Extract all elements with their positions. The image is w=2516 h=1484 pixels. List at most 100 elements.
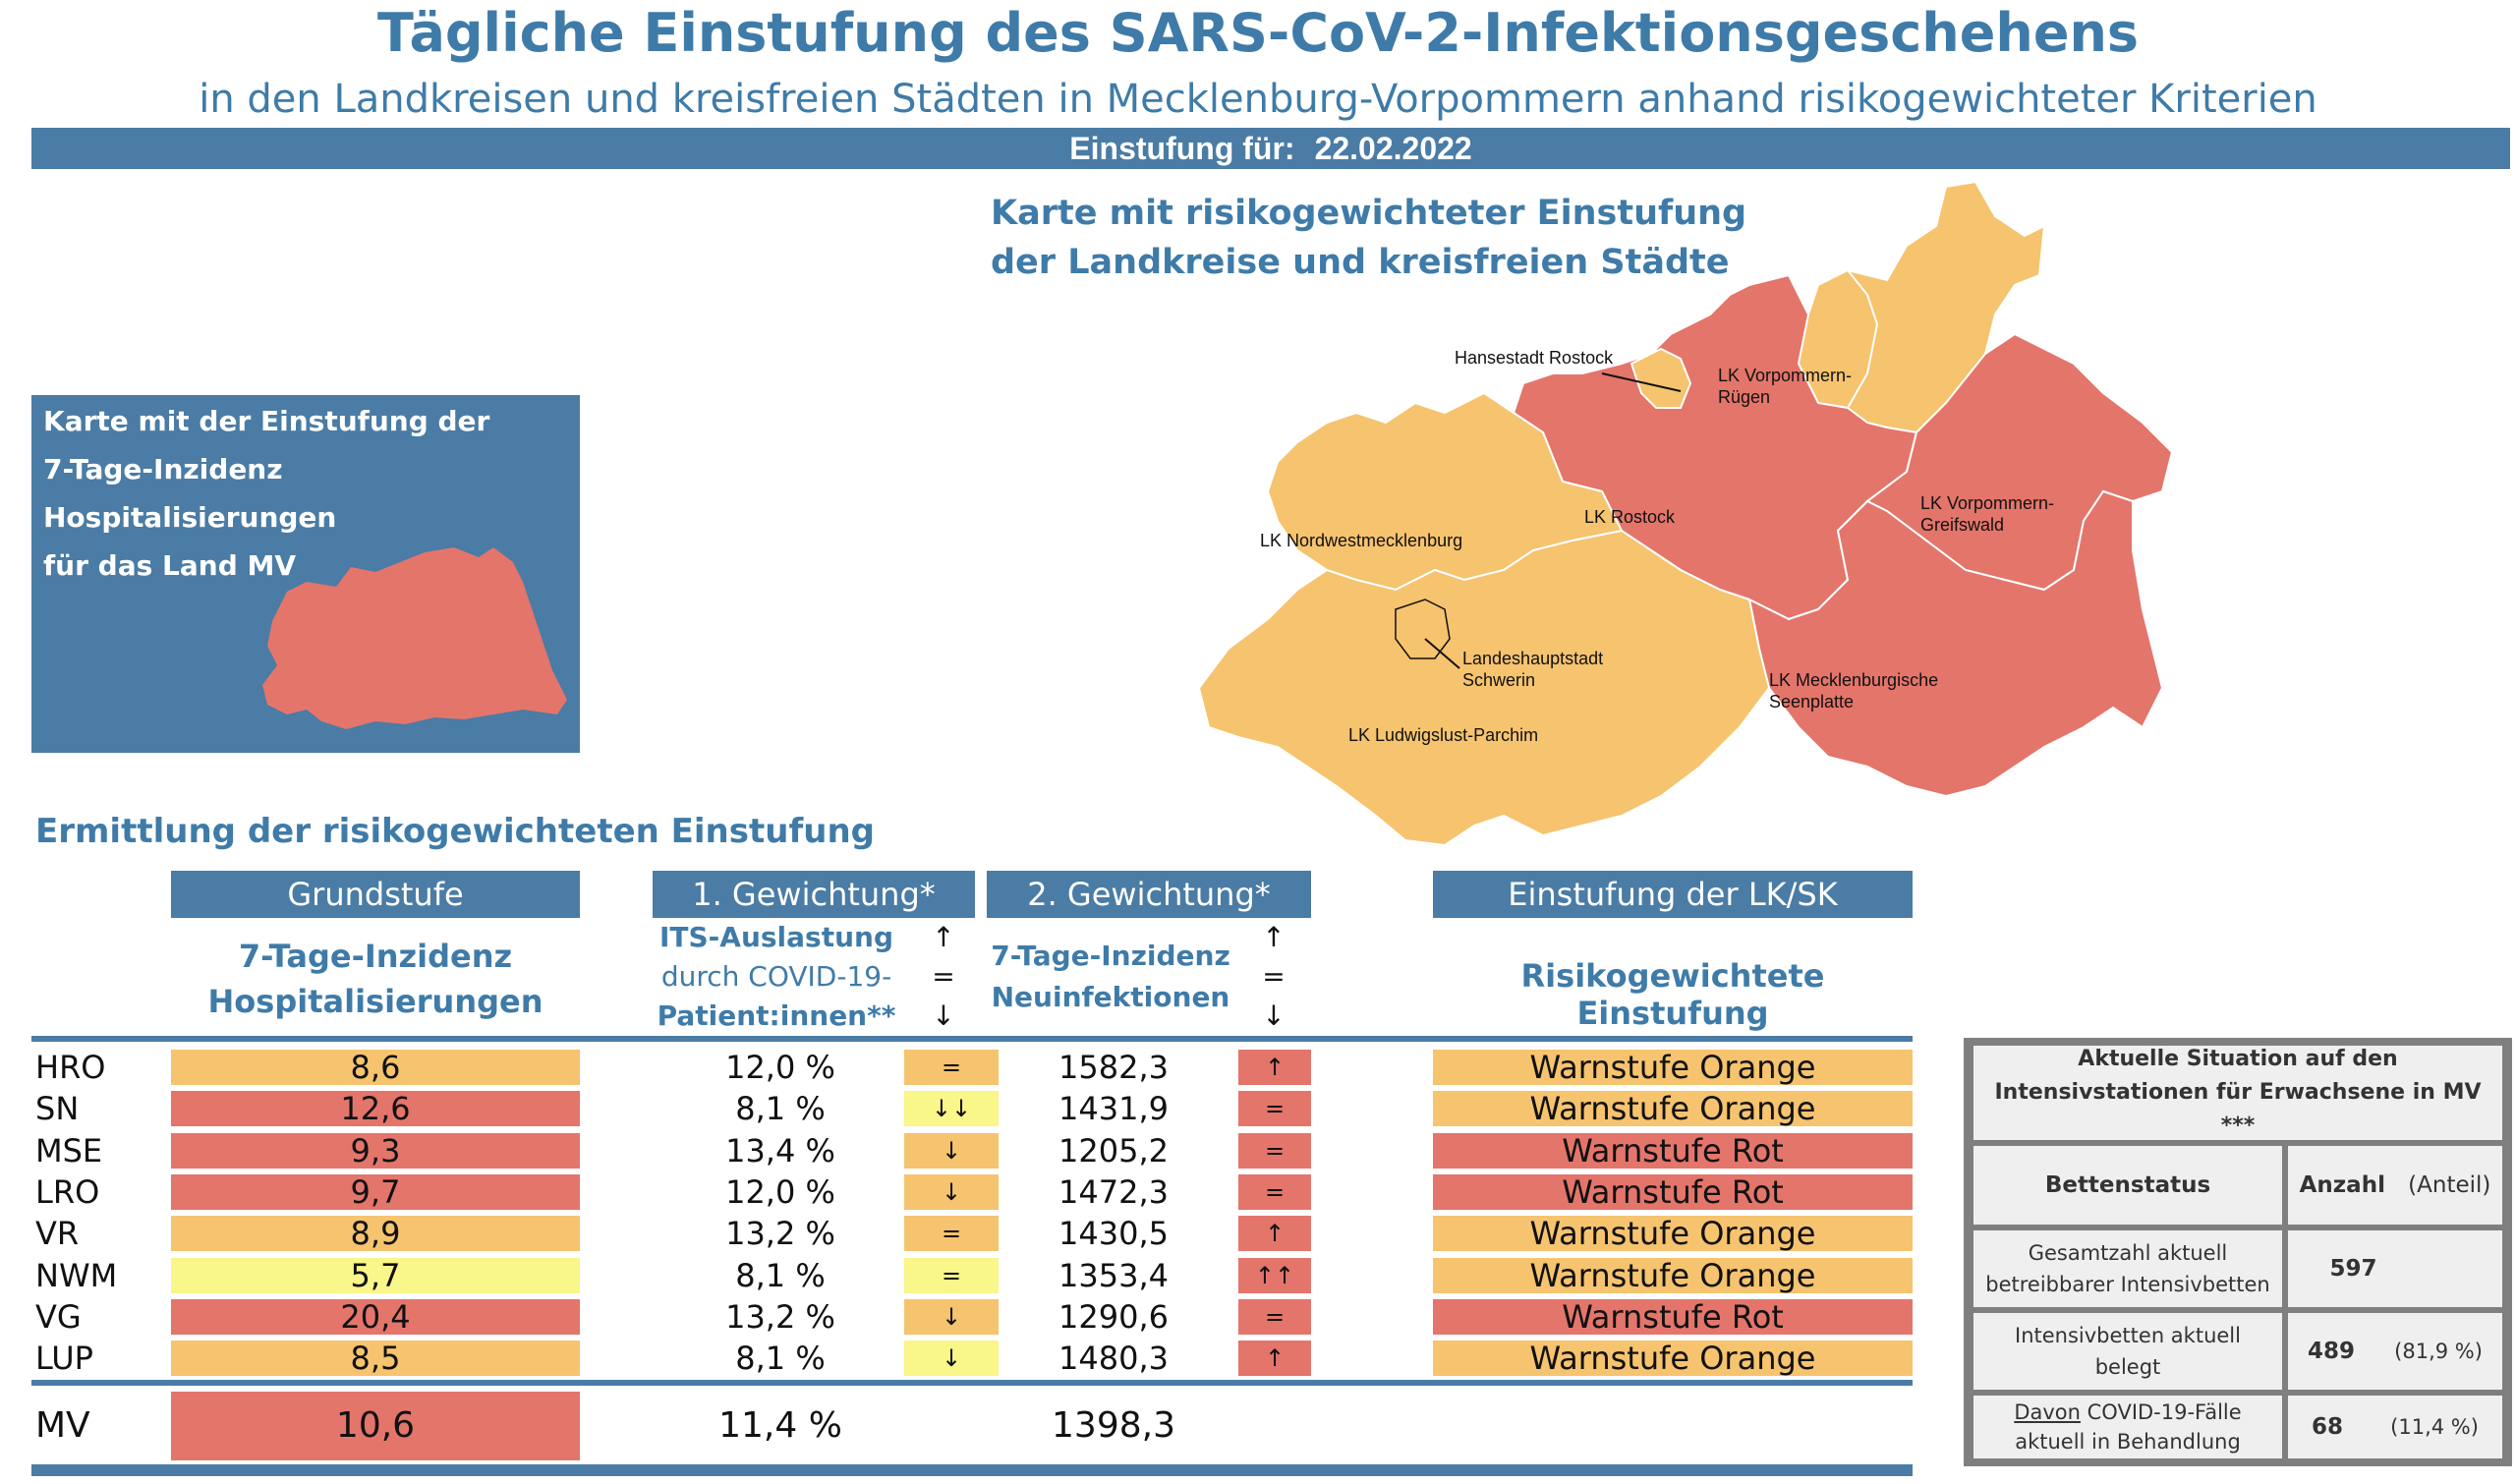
row-id: VG bbox=[35, 1297, 82, 1336]
section-title: Ermittlung der risikogewichteten Einstuf… bbox=[35, 812, 876, 851]
map-title: Karte mit risikogewichteter Einstufung d… bbox=[991, 189, 1746, 287]
icu-r1-values: 597 bbox=[2288, 1230, 2502, 1307]
icu-r2-share: (81,9 %) bbox=[2394, 1340, 2483, 1363]
table-top-rule bbox=[31, 1036, 1913, 1042]
row-its-trend: ↓ bbox=[904, 1173, 999, 1210]
mv-box-line3: für das Land MV bbox=[43, 549, 297, 582]
row-incidence: 20,4 bbox=[171, 1298, 580, 1335]
row-incidence: 9,3 bbox=[171, 1132, 580, 1169]
sn-leader-line bbox=[1424, 638, 1460, 669]
header-grundstufe: Grundstufe bbox=[171, 871, 580, 918]
date-label: Einstufung für: bbox=[1069, 131, 1295, 166]
row-id: MSE bbox=[35, 1131, 103, 1170]
mv-state-map bbox=[262, 547, 567, 729]
label-lup: LK Ludwigslust-Parchim bbox=[1348, 725, 1538, 745]
row-its: 13,2 % bbox=[725, 1215, 835, 1253]
page-title: Tägliche Einstufung des SARS-CoV-2-Infek… bbox=[376, 2, 2140, 64]
label-vg-1: LK Vorpommern- bbox=[1920, 493, 2054, 513]
subheader-grundstufe-line2: Hospitalisierungen bbox=[207, 983, 543, 1020]
hro-leader-line bbox=[1601, 372, 1682, 392]
row-incidence: 8,9 bbox=[171, 1216, 580, 1252]
row-einstufung: Warnstufe Orange bbox=[1433, 1257, 1913, 1293]
icu-r3-label-rest: COVID-19-Fälle aktuell in Behandlung bbox=[2015, 1400, 2242, 1454]
icu-r2-values: 489 (81,9 %) bbox=[2288, 1313, 2502, 1390]
icu-r3-share: (11,4 %) bbox=[2390, 1415, 2479, 1439]
row-new-infections-trend: = bbox=[1238, 1298, 1311, 1335]
subheader-grundstufe-line1: 7-Tage-Inzidenz bbox=[238, 938, 513, 975]
row-its: 12,0 % bbox=[725, 1172, 835, 1211]
icu-r3-label: Davon COVID-19-Fälle aktuell in Behandlu… bbox=[1973, 1396, 2282, 1458]
icu-r1-count: 597 bbox=[2329, 1256, 2377, 1282]
table-row: VR 8,9 13,2 % = 1430,5 ↑ Warnstufe Orange bbox=[0, 1214, 1966, 1253]
row-its: 8,1 % bbox=[735, 1340, 826, 1378]
icu-r2-count: 489 bbox=[2308, 1339, 2356, 1364]
row-einstufung: Warnstufe Orange bbox=[1433, 1091, 1913, 1127]
subheader-gew1-line2: durch COVID-19- bbox=[660, 960, 892, 993]
table-row: NWM 5,7 8,1 % = 1353,4 ↑↑ Warnstufe Orange bbox=[0, 1256, 1966, 1295]
row-its-trend: ↓ bbox=[904, 1341, 999, 1377]
table-row: LRO 9,7 12,0 % ↓ 1472,3 = Warnstufe Rot bbox=[0, 1172, 1966, 1212]
row-its-trend: = bbox=[904, 1216, 999, 1252]
arrow-up-icon: ↑ bbox=[932, 921, 955, 953]
subheader-gewichtung-2: 7-Tage-Inzidenz Neuinfektionen bbox=[983, 936, 1238, 1018]
header-gewichtung-2: 2. Gewichtung* bbox=[987, 871, 1311, 918]
region-lup bbox=[1197, 529, 1771, 847]
row-id: VR bbox=[35, 1215, 80, 1253]
row-einstufung: Warnstufe Orange bbox=[1433, 1341, 1913, 1377]
arrow-equal-icon: = bbox=[932, 960, 955, 993]
table-total-rule bbox=[31, 1380, 1913, 1386]
row-einstufung: Warnstufe Orange bbox=[1433, 1216, 1913, 1252]
row-its: 13,2 % bbox=[725, 1297, 835, 1336]
row-new-infections: 1480,3 bbox=[1058, 1340, 1169, 1378]
icu-r3-count: 68 bbox=[2312, 1414, 2344, 1440]
gew1-legend-arrows: ↑ = ↓ bbox=[924, 918, 963, 1036]
date-value: 22.02.2022 bbox=[1314, 131, 1472, 166]
row-its: 13,4 % bbox=[725, 1131, 835, 1170]
mv-box-line1: Karte mit der Einstufung der bbox=[43, 405, 490, 437]
row-einstufung: Warnstufe Rot bbox=[1433, 1173, 1913, 1210]
label-nwm: LK Nordwestmecklenburg bbox=[1260, 531, 1462, 550]
row-new-infections-trend: ↑↑ bbox=[1238, 1257, 1311, 1293]
subheader-gew1-line1: ITS-Auslastung bbox=[658, 921, 894, 953]
row-new-infections-trend: = bbox=[1238, 1173, 1311, 1210]
table-row: MSE 9,3 13,4 % ↓ 1205,2 = Warnstufe Rot bbox=[0, 1131, 1966, 1170]
table-row: VG 20,4 13,2 % ↓ 1290,6 = Warnstufe Rot bbox=[0, 1297, 1966, 1337]
row-its-trend: ↓↓ bbox=[904, 1091, 999, 1127]
district-map: Hansestadt Rostock LK Vorpommern- Rügen … bbox=[1197, 180, 2174, 847]
icu-r3-values: 68 (11,4 %) bbox=[2288, 1396, 2502, 1458]
region-sn bbox=[1395, 599, 1451, 659]
icu-r2-label: Intensivbetten aktuell belegt bbox=[1973, 1313, 2282, 1390]
row-new-infections: 1431,9 bbox=[1058, 1090, 1169, 1128]
arrow-down-icon: ↓ bbox=[932, 999, 955, 1032]
label-vr-1: LK Vorpommern- bbox=[1718, 366, 1852, 385]
row-einstufung: Warnstufe Rot bbox=[1433, 1132, 1913, 1169]
row-new-infections: 1472,3 bbox=[1058, 1172, 1169, 1211]
icu-title: Aktuelle Situation auf den Intensivstati… bbox=[1973, 1046, 2502, 1140]
region-hro bbox=[1630, 347, 1692, 409]
row-new-infections: 1353,4 bbox=[1058, 1256, 1169, 1294]
arrow-up-icon: ↑ bbox=[1262, 921, 1286, 953]
label-sn-1: Landeshauptstadt bbox=[1462, 649, 1603, 668]
row-new-infections: 1205,2 bbox=[1058, 1131, 1169, 1170]
arrow-down-icon: ↓ bbox=[1262, 999, 1286, 1032]
page-subtitle: in den Landkreisen und kreisfreien Städt… bbox=[199, 77, 2317, 122]
row-its-trend: = bbox=[904, 1050, 999, 1085]
row-new-infections: 1430,5 bbox=[1058, 1215, 1169, 1253]
header-gewichtung-1: 1. Gewichtung* bbox=[653, 871, 975, 918]
row-new-infections-trend: ↑ bbox=[1238, 1050, 1311, 1085]
mv-box-line2: 7-Tage-Inzidenz Hospitalisierungen bbox=[43, 453, 337, 534]
icu-col-count-share: Anzahl (Anteil) bbox=[2288, 1146, 2502, 1225]
gew2-legend-arrows: ↑ = ↓ bbox=[1254, 918, 1293, 1036]
row-new-infections-trend: = bbox=[1238, 1091, 1311, 1127]
icu-col-count: Anzahl bbox=[2299, 1172, 2385, 1198]
row-new-infections-trend: ↑ bbox=[1238, 1341, 1311, 1377]
icu-col-status: Bettenstatus bbox=[1973, 1146, 2282, 1225]
total-new-infections: 1398,3 bbox=[1052, 1405, 1175, 1446]
mv-summary-box: Karte mit der Einstufung der 7-Tage-Inzi… bbox=[31, 395, 580, 753]
table-row: LUP 8,5 8,1 % ↓ 1480,3 ↑ Warnstufe Orange bbox=[0, 1339, 1966, 1378]
table-row: HRO 8,6 12,0 % = 1582,3 ↑ Warnstufe Orange bbox=[0, 1048, 1966, 1087]
row-id: LUP bbox=[35, 1340, 93, 1378]
row-its-trend: ↓ bbox=[904, 1132, 999, 1169]
row-its: 8,1 % bbox=[735, 1090, 826, 1128]
label-mse-2: Seenplatte bbox=[1769, 692, 1854, 712]
